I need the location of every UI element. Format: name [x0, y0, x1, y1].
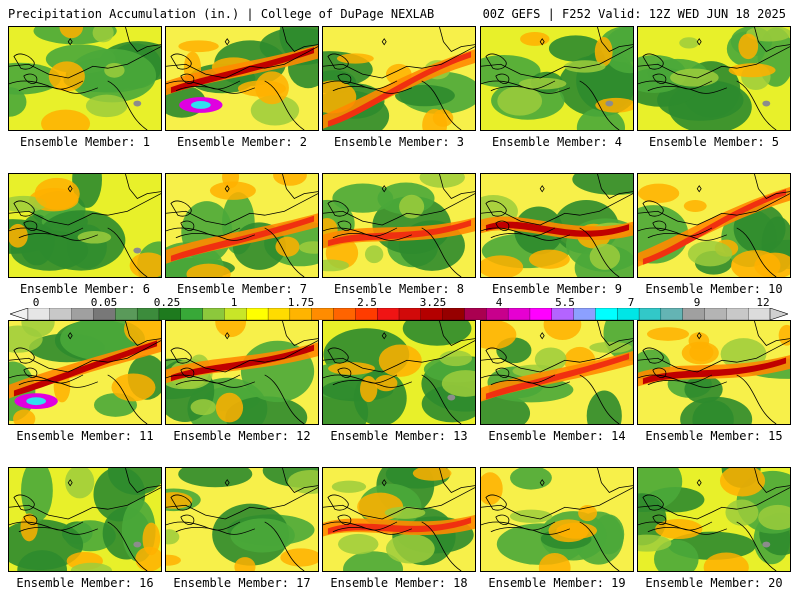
ensemble-member-label: Ensemble Member: 5 [648, 135, 780, 149]
colorbar-tick-label: 4 [495, 296, 503, 309]
colorbar-swatch [529, 308, 553, 320]
ensemble-member-label: Ensemble Member: 15 [645, 429, 783, 443]
colorbar-high-arrow [769, 308, 788, 320]
map-title: Precipitation Accumulation (in.) | Colle… [8, 7, 435, 21]
ensemble-member-label: Ensemble Member: 4 [491, 135, 623, 149]
precip-colorbar [10, 308, 788, 320]
colorbar-swatch [486, 308, 509, 320]
ensemble-member-map [480, 173, 634, 278]
colorbar-swatch [507, 308, 531, 320]
ensemble-member-label: Ensemble Member: 11 [16, 429, 154, 443]
colorbar-low-arrow [10, 308, 29, 320]
colorbar-tick-label: 0 [32, 296, 40, 309]
ensemble-member-map [8, 26, 162, 131]
colorbar-swatch [573, 308, 596, 320]
colorbar-tick-label: 2.5 [357, 296, 377, 309]
colorbar-swatch [27, 308, 51, 320]
ensemble-member-label: Ensemble Member: 9 [491, 282, 623, 296]
ensemble-member-map [322, 26, 476, 131]
ensemble-member-label: Ensemble Member: 19 [488, 576, 626, 590]
colorbar-swatch [49, 308, 73, 320]
ensemble-member-map [480, 320, 634, 425]
ensemble-member-map [165, 173, 319, 278]
colorbar-swatch [246, 308, 269, 320]
colorbar-swatch [551, 308, 575, 320]
colorbar-swatch [748, 308, 771, 320]
colorbar-tick-label: 12 [756, 296, 770, 309]
colorbar-swatch [660, 308, 684, 320]
ensemble-member-map [322, 320, 476, 425]
ensemble-member-label: Ensemble Member: 12 [173, 429, 311, 443]
colorbar-swatch [289, 308, 313, 320]
colorbar-tick-label: 1.75 [287, 296, 315, 309]
colorbar-tick-label: 1 [230, 296, 238, 309]
ensemble-member-label: Ensemble Member: 8 [333, 282, 465, 296]
ensemble-member-map [322, 173, 476, 278]
colorbar-swatch [638, 308, 662, 320]
colorbar-tick-label: 7 [627, 296, 635, 309]
ensemble-member-map [480, 26, 634, 131]
colorbar-swatch [202, 308, 225, 320]
colorbar-swatch [180, 308, 204, 320]
ensemble-member-map [480, 467, 634, 572]
ensemble-member-map [8, 467, 162, 572]
ensemble-member-map [322, 467, 476, 572]
ensemble-member-label: Ensemble Member: 18 [330, 576, 468, 590]
colorbar-tick-label: 3.25 [419, 296, 447, 309]
colorbar-swatch [93, 308, 116, 320]
ensemble-member-label: Ensemble Member: 1 [19, 135, 151, 149]
ensemble-member-label: Ensemble Member: 20 [645, 576, 783, 590]
ensemble-member-label: Ensemble Member: 16 [16, 576, 154, 590]
colorbar-tick-label: 9 [693, 296, 701, 309]
ensemble-member-map [8, 320, 162, 425]
ensemble-member-map [637, 173, 791, 278]
colorbar-swatch [136, 308, 160, 320]
ensemble-member-label: Ensemble Member: 7 [176, 282, 308, 296]
colorbar-swatch [115, 308, 138, 320]
ensemble-member-map [637, 26, 791, 131]
colorbar-swatch [224, 308, 247, 320]
colorbar-swatch [355, 308, 378, 320]
colorbar-swatch [617, 308, 640, 320]
colorbar-swatch [311, 308, 334, 320]
colorbar-swatch [420, 308, 444, 320]
ensemble-member-label: Ensemble Member: 13 [330, 429, 468, 443]
ensemble-member-map [8, 173, 162, 278]
colorbar-tick-label: 5.5 [555, 296, 575, 309]
ensemble-member-map [637, 320, 791, 425]
colorbar-swatch [333, 308, 356, 320]
model-run-info: 00Z GEFS | F252 Valid: 12Z WED JUN 18 20… [482, 7, 786, 21]
colorbar-swatch [682, 308, 705, 320]
colorbar-swatch [158, 308, 182, 320]
ensemble-member-map [165, 467, 319, 572]
colorbar-swatch [267, 308, 291, 320]
ensemble-member-label: Ensemble Member: 10 [645, 282, 783, 296]
ensemble-member-map [165, 320, 319, 425]
colorbar-swatch [464, 308, 487, 320]
colorbar-swatch [726, 308, 749, 320]
ensemble-member-label: Ensemble Member: 2 [176, 135, 308, 149]
ensemble-member-map [637, 467, 791, 572]
colorbar-swatch [442, 308, 465, 320]
colorbar-tick-label: 0.25 [153, 296, 181, 309]
colorbar-swatch [398, 308, 422, 320]
colorbar-swatch [377, 308, 400, 320]
ensemble-member-label: Ensemble Member: 3 [333, 135, 465, 149]
colorbar-swatch [71, 308, 94, 320]
colorbar-swatch [595, 308, 618, 320]
colorbar-swatch [704, 308, 727, 320]
ensemble-member-label: Ensemble Member: 14 [488, 429, 626, 443]
ensemble-member-label: Ensemble Member: 17 [173, 576, 311, 590]
colorbar-tick-label: 0.05 [90, 296, 118, 309]
ensemble-member-label: Ensemble Member: 6 [19, 282, 151, 296]
ensemble-member-map [165, 26, 319, 131]
